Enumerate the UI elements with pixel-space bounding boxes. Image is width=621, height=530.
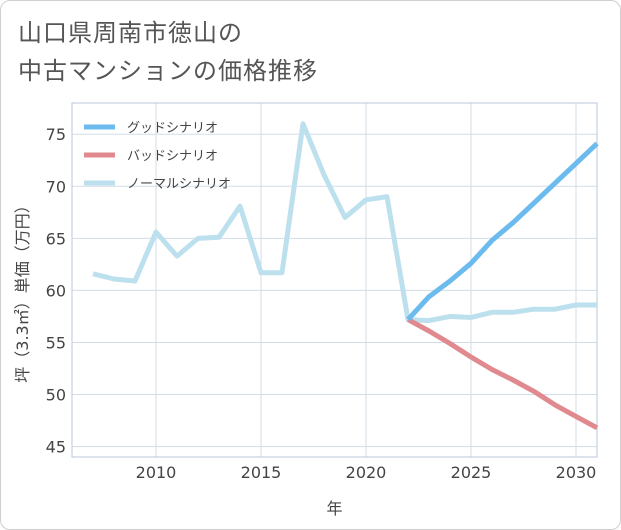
- legend-label-0: グッドシナリオ: [127, 121, 218, 136]
- y-tick-label-65: 65: [46, 229, 66, 248]
- chart-title-line-1: 山口県周南市徳山の: [18, 19, 243, 47]
- y-tick-label-50: 50: [46, 386, 66, 405]
- y-tick-label-75: 75: [46, 125, 66, 144]
- legend-label-1: バッドシナリオ: [127, 149, 218, 164]
- series-line-1: [406, 317, 599, 430]
- y-tick-label-55: 55: [46, 333, 66, 352]
- y-tick-label-45: 45: [46, 438, 66, 457]
- series-lines: [92, 121, 599, 430]
- y-axis-label: 坪（3.3㎡）単価（万円）: [13, 197, 32, 382]
- series-line-2: [92, 121, 597, 324]
- chart-title: 山口県周南市徳山の 中古マンションの価格推移: [18, 14, 578, 90]
- x-tick-label-2010: 2010: [136, 463, 177, 482]
- legend-label-2: ノーマルシナリオ: [127, 177, 231, 192]
- plot-area-border: [71, 102, 598, 458]
- x-tick-label-2015: 2015: [241, 463, 282, 482]
- chart-title-line-2: 中古マンションの価格推移: [18, 57, 318, 85]
- x-tick-label-2020: 2020: [346, 463, 387, 482]
- grid-lines: [72, 103, 597, 457]
- axis-ticks: 45 50 55 60 65 70 75 2010 2015 2020 2025 2030: [46, 125, 597, 482]
- x-tick-label-2030: 2030: [556, 463, 597, 482]
- series-line-0: [406, 141, 599, 322]
- x-tick-label-2025: 2025: [451, 463, 492, 482]
- y-tick-label-60: 60: [46, 281, 66, 300]
- y-tick-label-70: 70: [46, 177, 66, 196]
- x-axis-label: 年: [326, 499, 342, 518]
